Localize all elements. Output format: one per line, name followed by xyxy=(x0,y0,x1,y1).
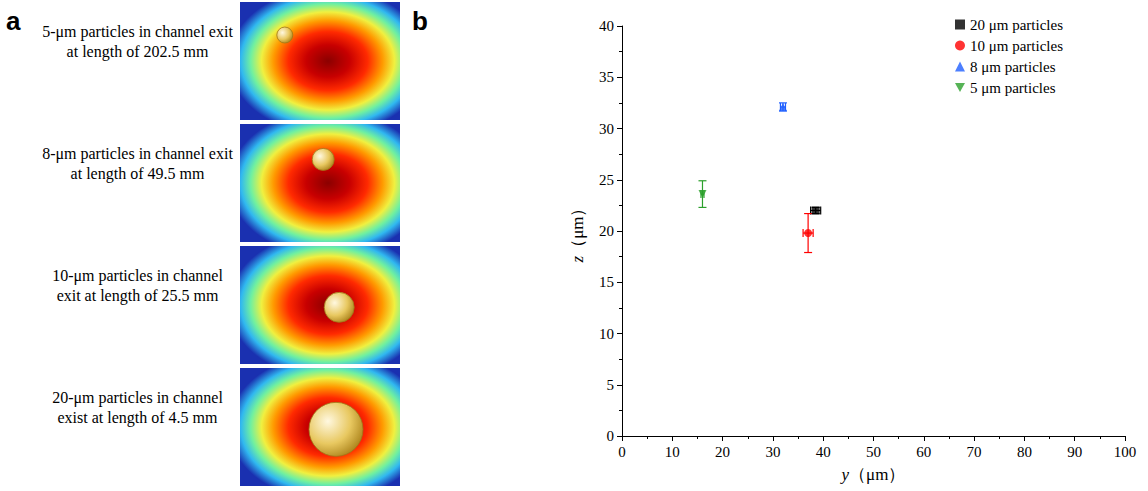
svg-text:15: 15 xyxy=(599,274,614,290)
html-text:a: a xyxy=(6,6,21,36)
svg-text:0: 0 xyxy=(618,444,626,460)
svg-text:10: 10 xyxy=(665,444,680,460)
svg-text:10 μm particles: 10 μm particles xyxy=(970,38,1063,54)
svg-text:60: 60 xyxy=(916,444,931,460)
svg-text:z: z xyxy=(568,255,587,263)
svg-text:0: 0 xyxy=(607,428,615,444)
svg-text:70: 70 xyxy=(967,444,982,460)
svg-text:5 μm particles: 5 μm particles xyxy=(970,80,1056,96)
svg-text:（μm）: （μm） xyxy=(849,465,905,484)
svg-text:20: 20 xyxy=(599,223,614,239)
svg-text:8 μm particles: 8 μm particles xyxy=(970,59,1056,75)
svg-text:35: 35 xyxy=(599,69,614,85)
svg-text:40: 40 xyxy=(816,444,831,460)
svg-text:20: 20 xyxy=(715,444,730,460)
svg-text:30: 30 xyxy=(765,444,780,460)
html-text:5-μm particles in channel exit: 5-μm particles in channel exit at length… xyxy=(42,23,233,60)
svg-text:y: y xyxy=(840,465,850,484)
svg-text:90: 90 xyxy=(1067,444,1082,460)
svg-text:40: 40 xyxy=(599,18,614,34)
svg-text:80: 80 xyxy=(1017,444,1032,460)
html-text:8-μm particles in channel exit: 8-μm particles in channel exit at length… xyxy=(42,145,233,182)
svg-text:5: 5 xyxy=(607,377,615,393)
svg-text:50: 50 xyxy=(866,444,881,460)
svg-text:（μm）: （μm） xyxy=(568,200,587,256)
html-text:10-μm particles in channel exi: 10-μm particles in channel exit at lengt… xyxy=(52,267,223,304)
html-text:b: b xyxy=(412,6,428,36)
svg-text:100: 100 xyxy=(1114,444,1137,460)
svg-text:10: 10 xyxy=(599,326,614,342)
html-text:20-μm particles in channel exi: 20-μm particles in channel exist at leng… xyxy=(52,389,223,426)
svg-text:20 μm particles: 20 μm particles xyxy=(970,17,1063,33)
svg-text:25: 25 xyxy=(599,172,614,188)
svg-text:30: 30 xyxy=(599,121,614,137)
